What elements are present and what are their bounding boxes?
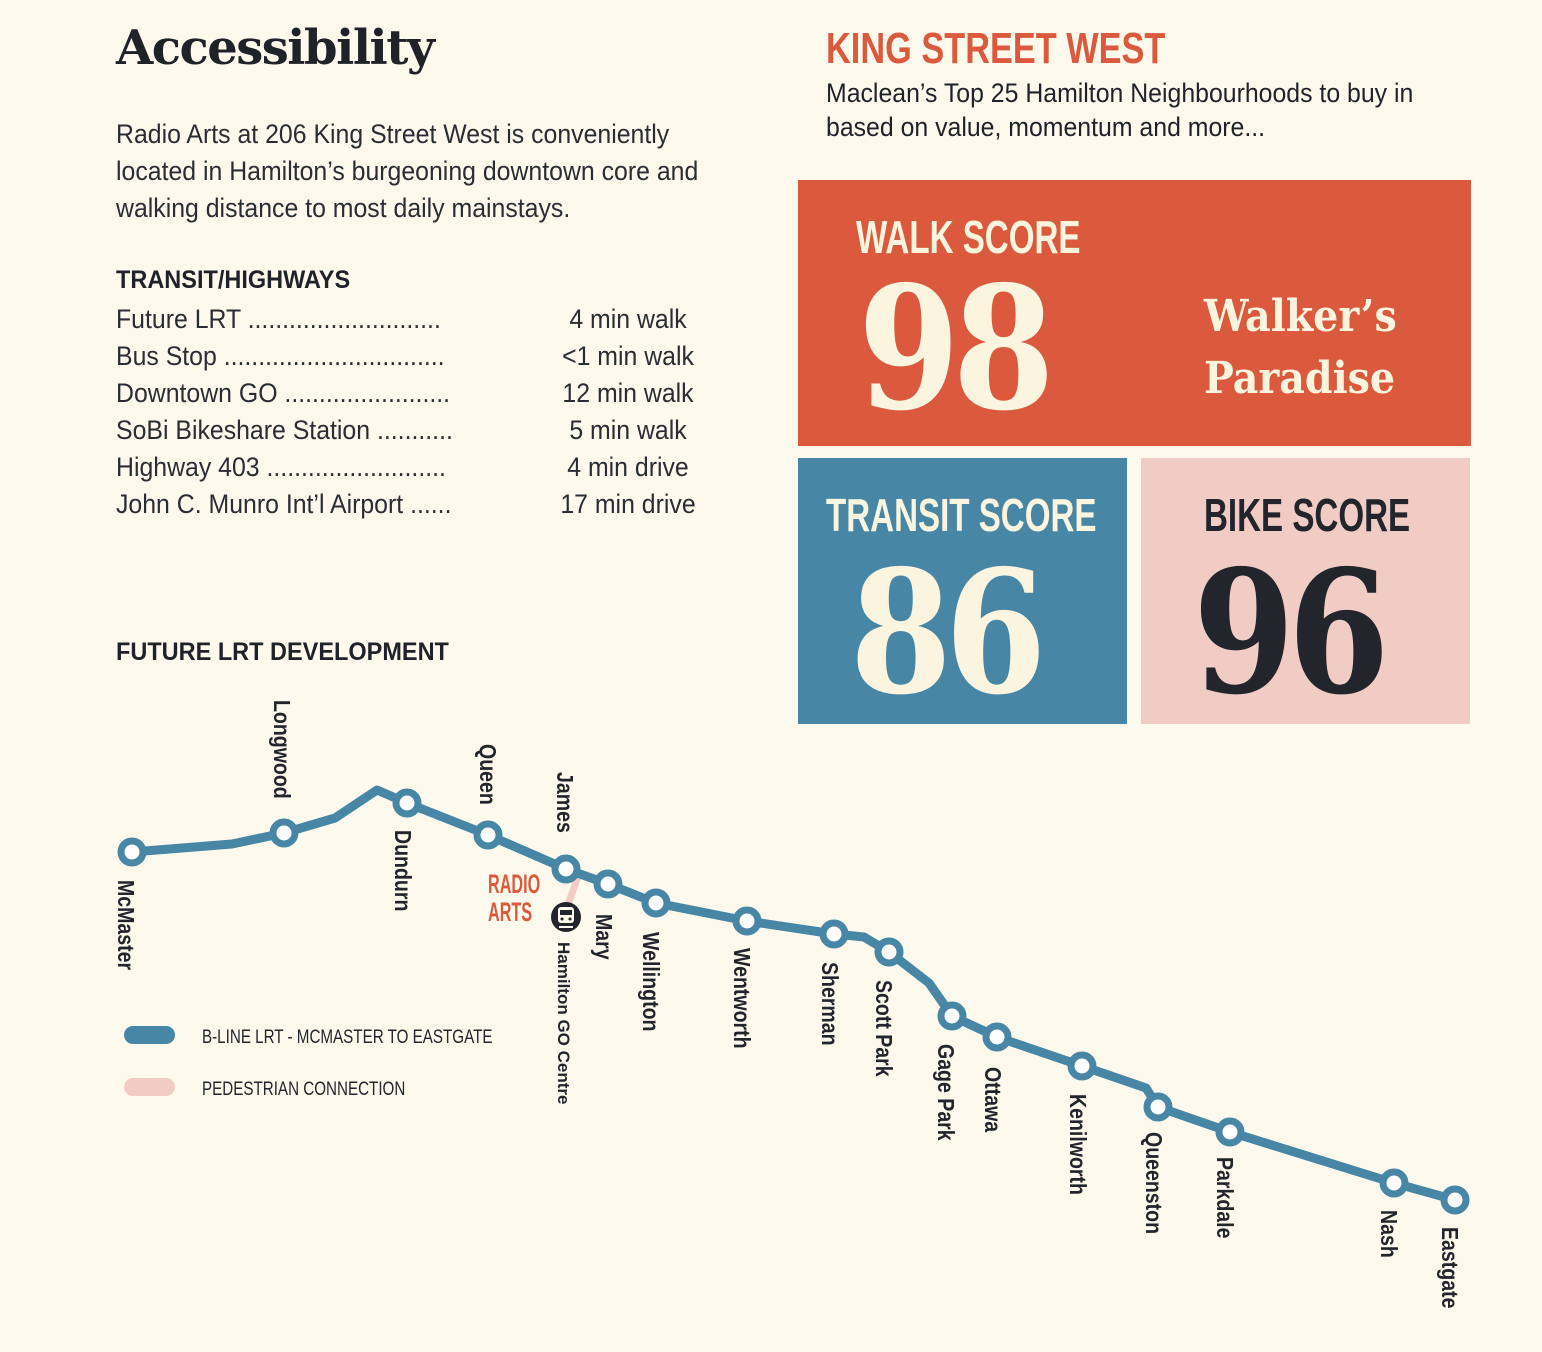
station-node-wellington	[641, 888, 671, 918]
station-label-eastgate: Eastgate	[1437, 1227, 1463, 1309]
lrt-heading: FUTURE LRT DEVELOPMENT	[116, 638, 449, 666]
station-label-gage-park: Gage Park	[933, 1044, 959, 1141]
radio-arts-label-line2: ARTS	[488, 897, 532, 927]
station-label-longwood: Longwood	[269, 700, 295, 799]
station-label-queen: Queen	[475, 744, 501, 805]
transit-score-card: TRANSIT SCORE 86	[798, 458, 1127, 724]
station-label-kenilworth: Kenilworth	[1065, 1094, 1091, 1195]
pedestrian-connection	[564, 872, 582, 909]
transit-score-label: TRANSIT SCORE	[826, 489, 1097, 541]
walk-score-value: 98	[858, 249, 1055, 449]
transit-score-value: 86	[850, 533, 1047, 733]
transit-item-name: John C. Munro Int’l Airport ......	[116, 489, 452, 519]
station-node-wentworth	[732, 906, 762, 936]
station-label-mcmaster: McMaster	[113, 880, 139, 970]
station-label-mary: Mary	[591, 914, 617, 960]
walk-rating-line2: Paradise	[1204, 353, 1396, 404]
transit-item-time: 4 min drive	[567, 452, 689, 482]
transit-item-time: <1 min walk	[562, 341, 694, 371]
walk-score-rating: Walker’s Paradise	[1204, 286, 1411, 410]
station-label-dundurn: Dundurn	[390, 830, 416, 911]
station-node-nash	[1379, 1168, 1409, 1198]
transit-item-name: Future LRT ............................	[116, 304, 441, 334]
transit-item: Bus Stop ...............................…	[116, 339, 716, 376]
station-label-wentworth: Wentworth	[729, 948, 755, 1049]
station-node-mcmaster	[117, 837, 147, 867]
transit-item: SoBi Bikeshare Station ........... 5 min…	[116, 413, 716, 450]
transit-item-name: SoBi Bikeshare Station ...........	[116, 415, 453, 445]
transit-list: Future LRT ............................ …	[116, 302, 716, 524]
station-label-queenston: Queenston	[1141, 1132, 1167, 1234]
station-label-wellington: Wellington	[638, 932, 664, 1031]
transit-item-name: Highway 403 ..........................	[116, 452, 446, 482]
legend-lrt-label: B-LINE LRT - MCMASTER TO EASTGATE	[202, 1025, 493, 1047]
station-label-nash: Nash	[1376, 1210, 1402, 1258]
legend-pedestrian-label: PEDESTRIAN CONNECTION	[202, 1077, 405, 1099]
go-station-label: Hamilton GO Centre	[554, 942, 573, 1104]
intro-paragraph: Radio Arts at 206 King Street West is co…	[116, 119, 699, 223]
transit-heading: TRANSIT/HIGHWAYS	[116, 266, 351, 294]
station-node-eastgate	[1440, 1185, 1470, 1215]
station-node-sherman	[819, 919, 849, 949]
station-node-queen	[473, 820, 503, 850]
station-node-ottawa	[982, 1022, 1012, 1052]
station-node-longwood	[269, 818, 299, 848]
walk-rating-line1: Walker’s	[1204, 291, 1397, 342]
station-label-ottawa: Ottawa	[980, 1067, 1006, 1132]
station-node-parkdale	[1215, 1117, 1245, 1147]
bike-score-card: BIKE SCORE 96	[1141, 458, 1470, 724]
walk-score-card: WALK SCORE 98 Walker’s Paradise	[798, 180, 1471, 446]
transit-item-time: 12 min walk	[562, 378, 694, 408]
walk-score-label: WALK SCORE	[856, 211, 1081, 263]
neighbourhood-subtitle: Maclean’s Top 25 Hamilton Neighbourhoods…	[826, 78, 1414, 142]
transit-item-time: 5 min walk	[569, 415, 687, 445]
station-node-gage-park	[937, 1001, 967, 1031]
station-label-james: James	[552, 772, 578, 833]
station-node-queenston	[1143, 1092, 1173, 1122]
transit-item: Future LRT ............................ …	[116, 302, 716, 339]
transit-item-name: Downtown GO ........................	[116, 378, 451, 408]
station-node-dundurn	[392, 788, 422, 818]
train-icon	[551, 902, 581, 932]
transit-item: John C. Munro Int’l Airport ...... 17 mi…	[116, 487, 716, 524]
station-label-scott-park: Scott Park	[871, 980, 897, 1077]
bike-score-label: BIKE SCORE	[1204, 489, 1411, 541]
station-node-james	[551, 854, 581, 884]
transit-item: Highway 403 .......................... 4…	[116, 450, 716, 487]
station-label-sherman: Sherman	[817, 962, 843, 1046]
station-node-kenilworth	[1067, 1051, 1097, 1081]
page-title: Accessibility	[116, 20, 435, 76]
station-label-parkdale: Parkdale	[1212, 1157, 1238, 1239]
transit-item-time: 4 min walk	[569, 304, 687, 334]
station-node-scott-park	[874, 937, 904, 967]
neighbourhood-name: KING STREET WEST	[826, 24, 1166, 73]
lrt-route-line	[127, 785, 1460, 1205]
station-node-mary	[593, 869, 623, 899]
transit-item-name: Bus Stop ...............................…	[116, 341, 445, 371]
bike-score-value: 96	[1193, 533, 1390, 733]
transit-item: Downtown GO ........................ 12 …	[116, 376, 716, 413]
radio-arts-label-line1: RADIO	[488, 869, 540, 899]
transit-item-time: 17 min drive	[560, 489, 696, 519]
